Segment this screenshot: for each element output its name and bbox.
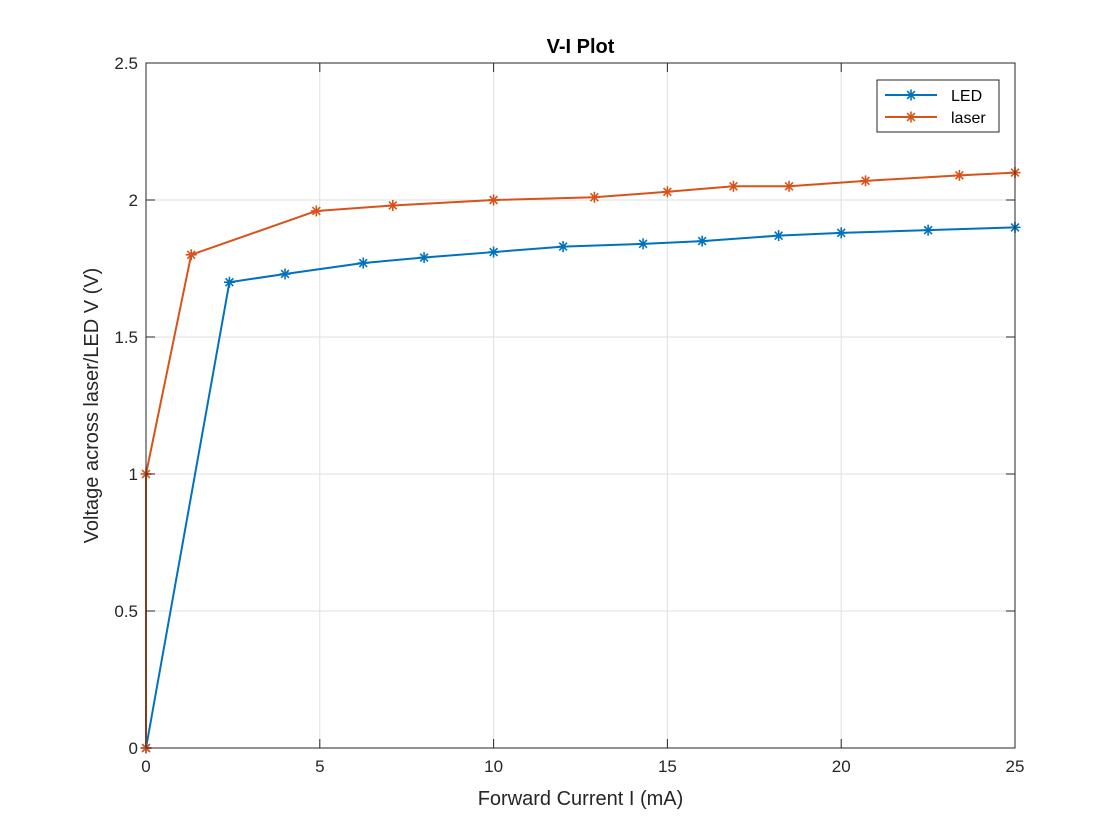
data-point-laser — [488, 194, 500, 206]
y-axis-label: Voltage across laser/LED V (V) — [81, 268, 103, 544]
x-tick-label: 0 — [141, 757, 150, 776]
x-tick-label: 10 — [484, 757, 503, 776]
data-point-laser — [387, 199, 399, 211]
data-point-laser-stroke — [311, 206, 321, 216]
legend: LED laser — [876, 79, 1000, 133]
y-tick-label: 1.5 — [114, 328, 138, 347]
data-point-laser-stroke — [589, 192, 599, 202]
data-point-LED — [835, 227, 847, 239]
data-point-LED — [418, 252, 430, 264]
data-point-laser-stroke — [728, 181, 738, 191]
axis-ticks: 0 5 10 15 20 25 0 0.5 1 1.5 2 2.5 — [114, 54, 1024, 776]
data-point-LED — [279, 268, 291, 280]
legend-box — [876, 79, 1000, 133]
legend-marker-laser — [905, 111, 917, 123]
data-point-LED — [773, 230, 785, 242]
data-point-laser-stroke — [861, 176, 870, 186]
y-tick-label: 1 — [129, 465, 138, 484]
data-point-laser — [860, 175, 872, 187]
x-tick-label: 15 — [658, 757, 677, 776]
data-point-laser-stroke — [388, 201, 398, 210]
data-point-LED — [696, 235, 708, 247]
data-point-laser — [953, 169, 965, 181]
y-tick-label: 0 — [129, 739, 138, 758]
data-point-laser — [727, 180, 739, 192]
x-tick-label: 20 — [832, 757, 851, 776]
legend-marker-LED — [905, 89, 917, 101]
data-point-laser-stroke — [662, 187, 672, 197]
data-point-LED — [488, 246, 500, 258]
data-point-LED — [223, 276, 235, 288]
chart-title: V-I Plot — [547, 36, 615, 58]
y-tick-label: 2 — [129, 191, 138, 210]
x-tick-label: 5 — [315, 757, 324, 776]
data-point-LED — [557, 241, 569, 253]
legend-marker-laser-stroke — [906, 112, 916, 122]
grid-lines — [146, 63, 1015, 748]
data-point-LED-stroke — [697, 236, 707, 246]
y-tick-label: 2.5 — [114, 54, 138, 73]
data-point-LED-stroke — [280, 269, 290, 279]
data-point-LED-stroke — [774, 231, 784, 241]
x-axis-label: Forward Current I (mA) — [478, 788, 684, 810]
legend-label-LED: LED — [951, 88, 982, 105]
y-tick-label: 0.5 — [114, 602, 138, 621]
data-point-LED-stroke — [224, 277, 234, 287]
data-point-LED-stroke — [489, 247, 499, 257]
data-point-laser — [588, 191, 600, 203]
data-point-laser — [185, 249, 197, 261]
data-point-laser-stroke — [186, 250, 196, 260]
data-point-laser-stroke — [954, 170, 964, 180]
data-point-LED — [357, 257, 369, 269]
x-tick-label: 25 — [1006, 757, 1025, 776]
data-point-LED-stroke — [358, 258, 368, 268]
data-point-laser-stroke — [784, 181, 794, 191]
legend-marker-LED-stroke — [906, 90, 916, 100]
data-point-LED — [637, 238, 649, 250]
data-point-LED-stroke — [558, 242, 568, 252]
data-point-laser — [661, 186, 673, 198]
legend-label-laser: laser — [951, 110, 986, 127]
data-point-LED-stroke — [638, 239, 648, 249]
data-point-laser-stroke — [489, 195, 499, 205]
data-point-laser — [783, 180, 795, 192]
data-point-LED-stroke — [836, 228, 846, 238]
axes-box — [145, 62, 1016, 749]
data-point-laser — [310, 205, 322, 217]
data-point-LED-stroke — [419, 253, 429, 262]
plot-area — [146, 63, 1015, 748]
data-point-LED-stroke — [923, 225, 933, 235]
data-point-LED — [922, 224, 934, 236]
